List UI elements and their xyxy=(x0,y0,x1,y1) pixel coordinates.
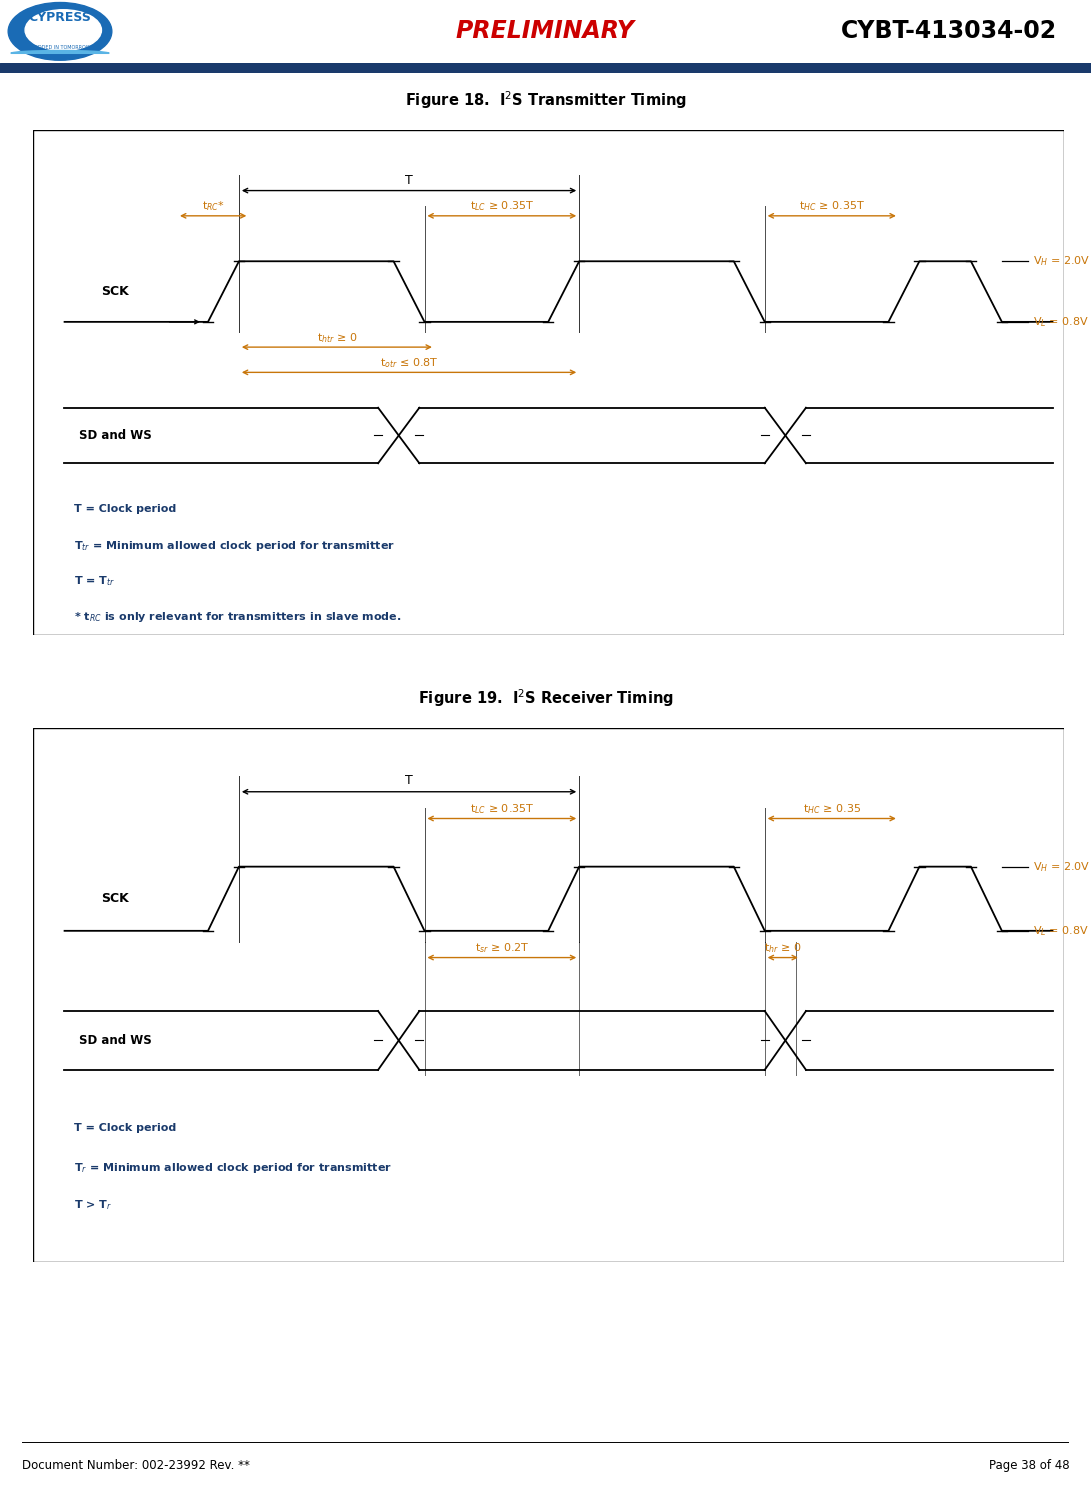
Text: EMBEDDED IN TOMORROW™: EMBEDDED IN TOMORROW™ xyxy=(24,45,96,49)
Text: t$_{sr}$ ≥ 0.2T: t$_{sr}$ ≥ 0.2T xyxy=(475,941,529,955)
Text: T: T xyxy=(405,774,412,787)
Text: t$_{RC}$*: t$_{RC}$* xyxy=(202,200,225,214)
Text: t$_{htr}$ ≥ 0: t$_{htr}$ ≥ 0 xyxy=(316,330,357,345)
Text: Figure 19.  I$^2$S Receiver Timing: Figure 19. I$^2$S Receiver Timing xyxy=(418,687,673,708)
Text: V$_L$ = 0.8V: V$_L$ = 0.8V xyxy=(1033,923,1089,938)
Text: SCK: SCK xyxy=(101,892,129,905)
Ellipse shape xyxy=(25,10,101,51)
Text: T = T$_{tr}$: T = T$_{tr}$ xyxy=(74,574,115,589)
Text: * t$_{RC}$ is only relevant for transmitters in slave mode.: * t$_{RC}$ is only relevant for transmit… xyxy=(74,610,401,623)
Ellipse shape xyxy=(9,3,112,60)
Text: t$_{LC}$ ≥ 0.35T: t$_{LC}$ ≥ 0.35T xyxy=(469,802,535,816)
Text: T$_r$ = Minimum allowed clock period for transmitter: T$_r$ = Minimum allowed clock period for… xyxy=(74,1161,392,1174)
Text: CYPRESS: CYPRESS xyxy=(28,10,92,24)
Text: SD and WS: SD and WS xyxy=(79,1034,152,1047)
Text: t$_{HC}$ ≥ 0.35T: t$_{HC}$ ≥ 0.35T xyxy=(799,200,865,214)
Text: t$_{LC}$ ≥ 0.35T: t$_{LC}$ ≥ 0.35T xyxy=(469,200,535,214)
Text: Document Number: 002-23992 Rev. **: Document Number: 002-23992 Rev. ** xyxy=(22,1460,250,1473)
Text: V$_H$ = 2.0V: V$_H$ = 2.0V xyxy=(1033,254,1090,267)
Text: T = Clock period: T = Clock period xyxy=(74,1123,177,1134)
Text: V$_L$ = 0.8V: V$_L$ = 0.8V xyxy=(1033,315,1089,329)
Text: T: T xyxy=(405,173,412,187)
Wedge shape xyxy=(11,51,109,54)
Text: t$_{hr}$ ≥ 0: t$_{hr}$ ≥ 0 xyxy=(764,941,802,955)
Text: PRELIMINARY: PRELIMINARY xyxy=(456,19,635,43)
Text: t$_{otr}$ ≤ 0.8T: t$_{otr}$ ≤ 0.8T xyxy=(380,356,439,371)
Text: t$_{HC}$ ≥ 0.35: t$_{HC}$ ≥ 0.35 xyxy=(803,802,861,816)
Text: SD and WS: SD and WS xyxy=(79,429,152,442)
Text: T > T$_r$: T > T$_r$ xyxy=(74,1198,112,1212)
Text: SCK: SCK xyxy=(101,285,129,299)
Text: Figure 18.  I$^2$S Transmitter Timing: Figure 18. I$^2$S Transmitter Timing xyxy=(405,90,686,111)
Text: CYBT-413034-02: CYBT-413034-02 xyxy=(841,19,1057,43)
Text: Page 38 of 48: Page 38 of 48 xyxy=(988,1460,1069,1473)
Text: T$_{tr}$ = Minimum allowed clock period for transmitter: T$_{tr}$ = Minimum allowed clock period … xyxy=(74,539,395,553)
Text: T = Clock period: T = Clock period xyxy=(74,503,177,514)
Text: V$_H$ = 2.0V: V$_H$ = 2.0V xyxy=(1033,859,1090,874)
